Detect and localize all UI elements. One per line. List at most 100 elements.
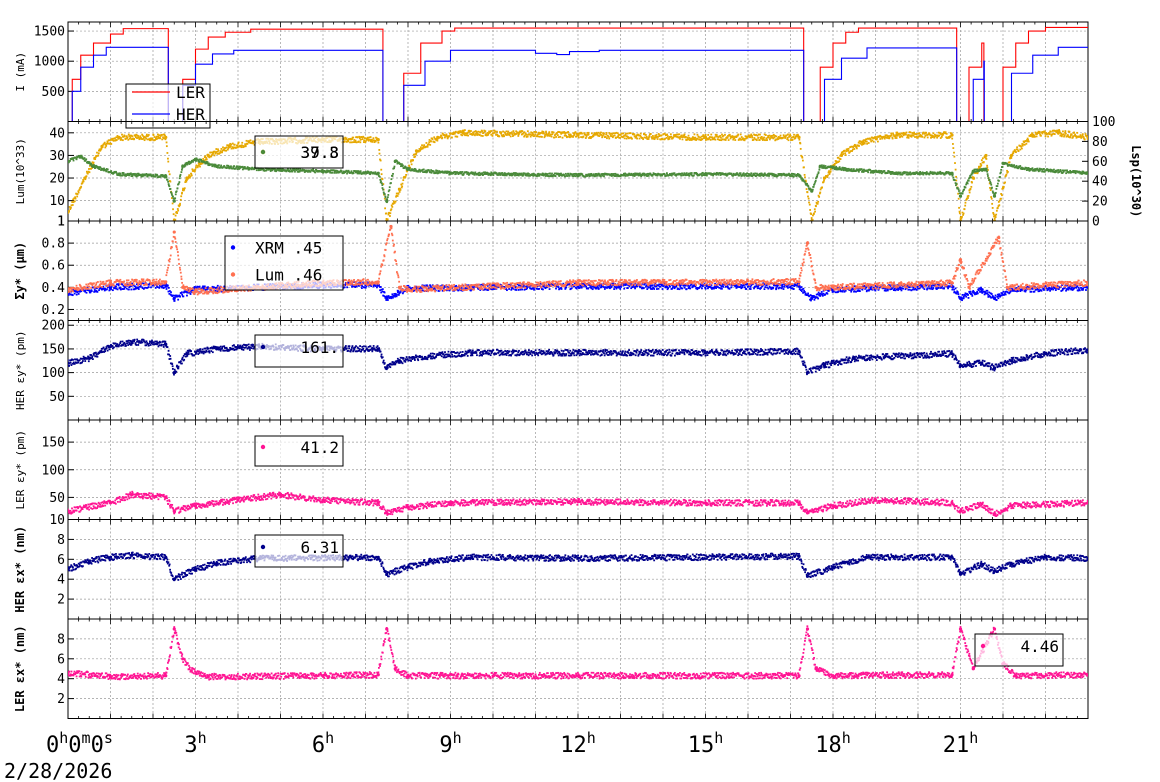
scatter-point-Lum	[853, 145, 855, 147]
data-point-Lum	[436, 135, 440, 139]
scatter-point-Lum	[1059, 134, 1062, 137]
scatter-point-Lsp	[1020, 166, 1023, 169]
scatter-point-Lsp	[779, 174, 782, 176]
scatter-point-Lum	[1013, 149, 1016, 151]
scatter-point-Lsp	[293, 168, 296, 170]
scatter-point-Lum	[1079, 135, 1081, 138]
scatter-point-Lsp	[253, 168, 256, 170]
scatter-point-Lum	[476, 134, 478, 136]
scatter-point-Lsp	[175, 190, 178, 193]
scatter-point-Lum	[182, 187, 184, 190]
scatter-point-Lum	[604, 135, 607, 138]
scatter-point-Lum	[724, 138, 727, 141]
scatter-point-XRM	[139, 285, 142, 288]
scatter-point-Lum	[240, 145, 242, 147]
scatter-point-Lum	[508, 133, 511, 135]
scatter-point-Lum	[1056, 129, 1059, 132]
scatter-point-Lsp	[532, 174, 535, 177]
scatter-point-Lsp	[788, 172, 790, 175]
scatter-point-Lum	[364, 140, 367, 143]
scatter-point-XRM	[116, 288, 119, 291]
scatter-point-Lsp	[913, 173, 915, 176]
scatter-point-Lsp	[663, 173, 666, 176]
legend-box	[125, 83, 211, 129]
scatter-point-Lsp	[1031, 167, 1034, 170]
scatter-point-Lum	[883, 137, 886, 140]
scatter-point-Lum	[624, 134, 626, 137]
scatter-point-Lsp	[566, 175, 569, 177]
scatter-point-Lsp	[161, 174, 164, 176]
scatter-point-Lsp	[530, 173, 533, 176]
data-point-Lsp	[844, 167, 848, 171]
scatter-point-XRM	[103, 288, 105, 290]
scatter-point-Lum	[698, 138, 701, 141]
scatter-point-Lsp	[320, 169, 323, 172]
scatter-point-Lum	[167, 170, 170, 173]
scatter-point-Lum	[541, 135, 543, 138]
scatter-point-Lum	[97, 152, 100, 155]
scatter-point-Lum	[545, 133, 548, 136]
scatter-point-Lum	[783, 135, 786, 138]
scatter-point-Lum	[1074, 135, 1077, 137]
scatter-point-Lum	[496, 130, 498, 133]
scatter-point-Lum	[109, 142, 112, 145]
scatter-point-XRM	[122, 288, 125, 290]
scatter-point-Lsp	[466, 173, 469, 175]
scatter-point-Lum	[657, 135, 659, 138]
scatter-point-Lum	[970, 185, 973, 188]
scatter-point-Lum	[671, 137, 674, 140]
scatter-point-Lum	[179, 198, 182, 201]
scatter-point-Lum	[151, 137, 154, 140]
scatter-point-Lsp	[378, 175, 381, 178]
scatter-point-Lum	[677, 136, 680, 139]
data-point-Lsp	[215, 164, 219, 168]
scatter-point-Lum	[669, 136, 672, 138]
scatter-point-Lum	[1004, 181, 1006, 184]
scatter-point-Lsp	[141, 175, 144, 178]
scatter-point-Lum	[246, 143, 249, 145]
scatter-point-Lsp	[1036, 167, 1039, 170]
scatter-point-Lum	[381, 178, 384, 181]
scatter-point-Lum	[1033, 135, 1035, 138]
scatter-point-Lsp	[611, 173, 613, 175]
scatter-point-Lum	[633, 133, 636, 136]
scatter-point-Lsp	[870, 171, 873, 174]
scatter-point-XRM	[115, 287, 118, 290]
scatter-point-Lum	[841, 151, 844, 153]
scatter-point-Lsp	[402, 164, 404, 167]
scatter-point-Lum	[1016, 146, 1018, 149]
scatter-point-Lsp	[526, 173, 529, 176]
scatter-point-Lsp	[121, 174, 124, 177]
scatter-point-Lum	[178, 205, 181, 208]
scatter-point-Lsp	[858, 168, 861, 171]
scatter-point-Lum	[378, 149, 381, 151]
scatter-point-Lum	[711, 136, 713, 139]
scatter-point-Lsp	[766, 173, 769, 176]
scatter-point-Lum	[923, 136, 926, 139]
scatter-point-Lsp	[1042, 170, 1045, 173]
scatter-point-Lum	[991, 207, 994, 209]
scatter-point-Lum	[760, 135, 763, 138]
y-tick-label: 10	[49, 194, 65, 209]
scatter-point-Lsp	[130, 173, 133, 176]
scatter-point-Lum	[782, 136, 784, 139]
data-point-Lum	[461, 131, 465, 135]
scatter-point-Lum	[230, 147, 233, 150]
scatter-point-Lum	[597, 131, 600, 134]
scatter-point-Lum	[183, 187, 186, 190]
scatter-point-Lsp	[499, 174, 502, 176]
scatter-point-Lum	[138, 138, 141, 141]
scatter-point-Lsp	[226, 166, 229, 169]
scatter-point-Lsp	[822, 167, 825, 169]
scatter-point-Lum	[157, 135, 160, 138]
scatter-point-Lum	[565, 136, 568, 139]
scatter-point-Lum	[629, 132, 632, 135]
scatter-point-Lsp	[492, 174, 495, 176]
scatter-point-Lum	[389, 209, 392, 212]
scatter-point-Lsp	[525, 173, 527, 176]
scatter-point-Lum	[586, 132, 589, 134]
scatter-point-Lsp	[975, 170, 978, 173]
scatter-point-Lum	[892, 132, 894, 135]
scatter-point-Lsp	[1028, 169, 1031, 172]
data-point-Lsp	[79, 154, 83, 158]
